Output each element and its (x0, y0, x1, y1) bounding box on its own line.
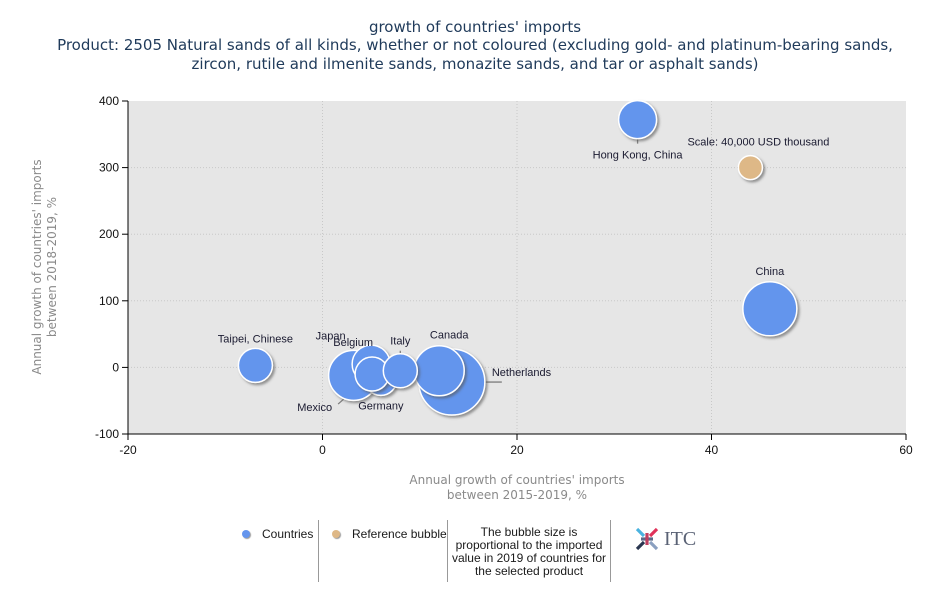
chart-subtitle-line-1: Product: 2505 Natural sands of all kinds… (57, 36, 893, 54)
legend-item-reference[interactable]: Reference bubble (332, 527, 447, 541)
itc-logo-text: ITC (664, 527, 697, 550)
x-tick-label: 40 (705, 443, 719, 457)
bubble-label: Hong Kong, China (593, 150, 684, 162)
legend-label-reference: Reference bubble (352, 527, 447, 541)
bubble-label: Canada (430, 330, 469, 342)
y-tick-label: 0 (112, 360, 119, 374)
y-tick-label: 300 (99, 161, 119, 175)
y-axis-title-line-2: between 2018-2019, % (45, 197, 59, 337)
bubble-label: Netherlands (492, 367, 552, 379)
legend-item-countries[interactable]: Countries (242, 527, 313, 541)
countries-dot-icon (242, 530, 250, 538)
y-tick-label: 400 (99, 94, 119, 108)
x-axis-title-line-2: between 2015-2019, % (447, 488, 587, 502)
bubble-label: Italy (390, 336, 411, 348)
legend-divider (610, 520, 611, 582)
country-bubble (617, 99, 658, 140)
bubble-label: Germany (358, 400, 404, 412)
itc-logo-icon (635, 527, 659, 551)
bubble-labels: Japan Netherlands Canada Belgium Germany Mexi… (218, 137, 830, 414)
legend-divider (447, 520, 448, 582)
y-tick-label: 200 (99, 227, 119, 241)
y-tick-label: -100 (95, 427, 119, 441)
chart-subtitle-line-2: zircon, rutile and ilmenite sands, monaz… (191, 55, 759, 73)
itc-logo: ITC (634, 526, 696, 552)
x-tick-label: -20 (119, 443, 137, 457)
bubble-label: China (755, 266, 785, 278)
x-tick-label: 60 (899, 443, 913, 457)
country-bubble (382, 352, 419, 389)
x-tick-label: 0 (319, 443, 326, 457)
legend-divider (318, 520, 319, 582)
bubble-size-note: The bubble size is proportional to the i… (451, 525, 607, 578)
bubbles (237, 99, 798, 416)
bubble-chart: -100 0 100 200 300 400 -20 0 20 40 60 Japan Netherl… (30, 94, 913, 502)
x-tick-label: 20 (510, 443, 524, 457)
country-bubble (413, 344, 465, 397)
chart-title: growth of countries' imports (368, 18, 582, 36)
reference-bubble (737, 154, 764, 181)
bubble-label: Mexico (297, 402, 332, 414)
bubble-label: Japan (316, 330, 346, 342)
reference-bubble-label: Scale: 40,000 USD thousand (687, 137, 829, 149)
y-axis-title-line-1: Annual growth of countries' imports (30, 159, 44, 374)
country-bubble (237, 347, 274, 384)
y-tick-label: 100 (99, 294, 119, 308)
bubble-label: Belgium (333, 337, 373, 349)
axes: -100 0 100 200 300 400 -20 0 20 40 60 (95, 94, 913, 457)
plot-area (128, 101, 906, 434)
bubble-label: Taipei, Chinese (218, 333, 293, 345)
legend-label-countries: Countries (262, 527, 314, 541)
x-axis-title-line-1: Annual growth of countries' imports (409, 473, 624, 487)
reference-dot-icon (332, 530, 340, 538)
country-bubble (742, 281, 798, 337)
